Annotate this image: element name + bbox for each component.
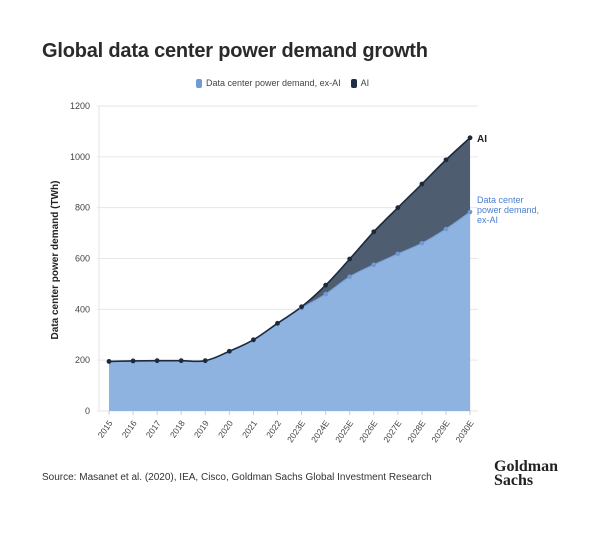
x-tick-label: 2027E xyxy=(381,418,403,444)
y-tick-label: 600 xyxy=(75,254,90,264)
point-ex-ai xyxy=(443,226,449,232)
logo-line1: Goldman xyxy=(494,458,559,475)
legend-swatch-ex-ai xyxy=(196,78,202,88)
point-ai xyxy=(347,256,353,262)
point-ex-ai xyxy=(419,240,425,246)
point-ai xyxy=(467,135,473,141)
point-ex-ai xyxy=(467,209,473,215)
logo-line2: Sachs xyxy=(494,472,534,489)
x-tick-label: 2029E xyxy=(429,418,451,444)
point-ai xyxy=(275,320,280,326)
point-ex-ai xyxy=(347,274,353,280)
end-label-ex-ai: Data center power demand, ex-AI xyxy=(477,195,542,225)
x-tick-label: 2025E xyxy=(333,418,355,444)
y-tick-label: 1000 xyxy=(70,152,90,162)
x-tick-label: 2026E xyxy=(357,418,379,444)
point-ai xyxy=(178,358,184,364)
x-tick-label: 2028E xyxy=(405,418,427,444)
point-ai xyxy=(226,348,232,354)
x-tick-label: 2016 xyxy=(120,418,139,439)
point-ai xyxy=(419,181,425,187)
legend: Data center power demand, ex-AI AI xyxy=(196,78,369,88)
point-ex-ai xyxy=(395,251,401,257)
legend-label-ai: AI xyxy=(360,78,370,88)
point-ai xyxy=(371,229,377,235)
y-tick-label: 0 xyxy=(85,406,90,416)
end-label-ai: AI xyxy=(477,134,487,145)
y-tick-label: 800 xyxy=(75,203,90,213)
x-tick-label: 2023E xyxy=(285,418,307,444)
x-tick-label: 2030E xyxy=(453,418,475,444)
x-tick-label: 2022 xyxy=(264,418,283,439)
point-ai xyxy=(299,304,304,310)
x-tick-label: 2020 xyxy=(216,418,235,439)
x-tick-label: 2017 xyxy=(144,418,163,439)
point-ai xyxy=(130,358,136,364)
x-tick-label: 2019 xyxy=(192,418,211,439)
x-tick-label: 2021 xyxy=(240,418,259,439)
point-ai xyxy=(395,205,401,211)
point-ex-ai xyxy=(371,262,377,268)
point-ai xyxy=(323,282,329,288)
end-label-ex-ai-line2: power demand, xyxy=(477,205,539,215)
y-tick-label: 1200 xyxy=(70,101,90,111)
line-ai xyxy=(108,137,471,363)
end-label-ex-ai-line3: ex-AI xyxy=(477,215,498,225)
point-ex-ai xyxy=(323,291,328,297)
y-tick-label: 200 xyxy=(75,355,90,365)
chart-title: Global data center power demand growth xyxy=(42,40,428,62)
y-axis-label: Data center power demand (TWh) xyxy=(50,181,61,340)
point-ai xyxy=(106,359,112,364)
x-tick-label: 2024E xyxy=(309,418,331,444)
end-label-ex-ai-line1: Data center xyxy=(477,195,524,205)
point-ai xyxy=(443,157,449,163)
point-ai xyxy=(251,337,256,343)
legend-swatch-ai xyxy=(350,78,357,88)
x-tick-label: 2015 xyxy=(96,418,115,439)
source-note: Source: Masanet et al. (2020), IEA, Cisc… xyxy=(42,472,432,483)
goldman-sachs-logo: Goldman Sachs xyxy=(494,458,559,489)
x-tick-label: 2018 xyxy=(168,418,187,439)
legend-label-ex-ai: Data center power demand, ex-AI xyxy=(206,78,341,88)
point-ai xyxy=(154,358,160,364)
y-tick-label: 400 xyxy=(75,304,90,314)
point-ai xyxy=(202,358,208,364)
area-ex-ai xyxy=(109,211,471,411)
